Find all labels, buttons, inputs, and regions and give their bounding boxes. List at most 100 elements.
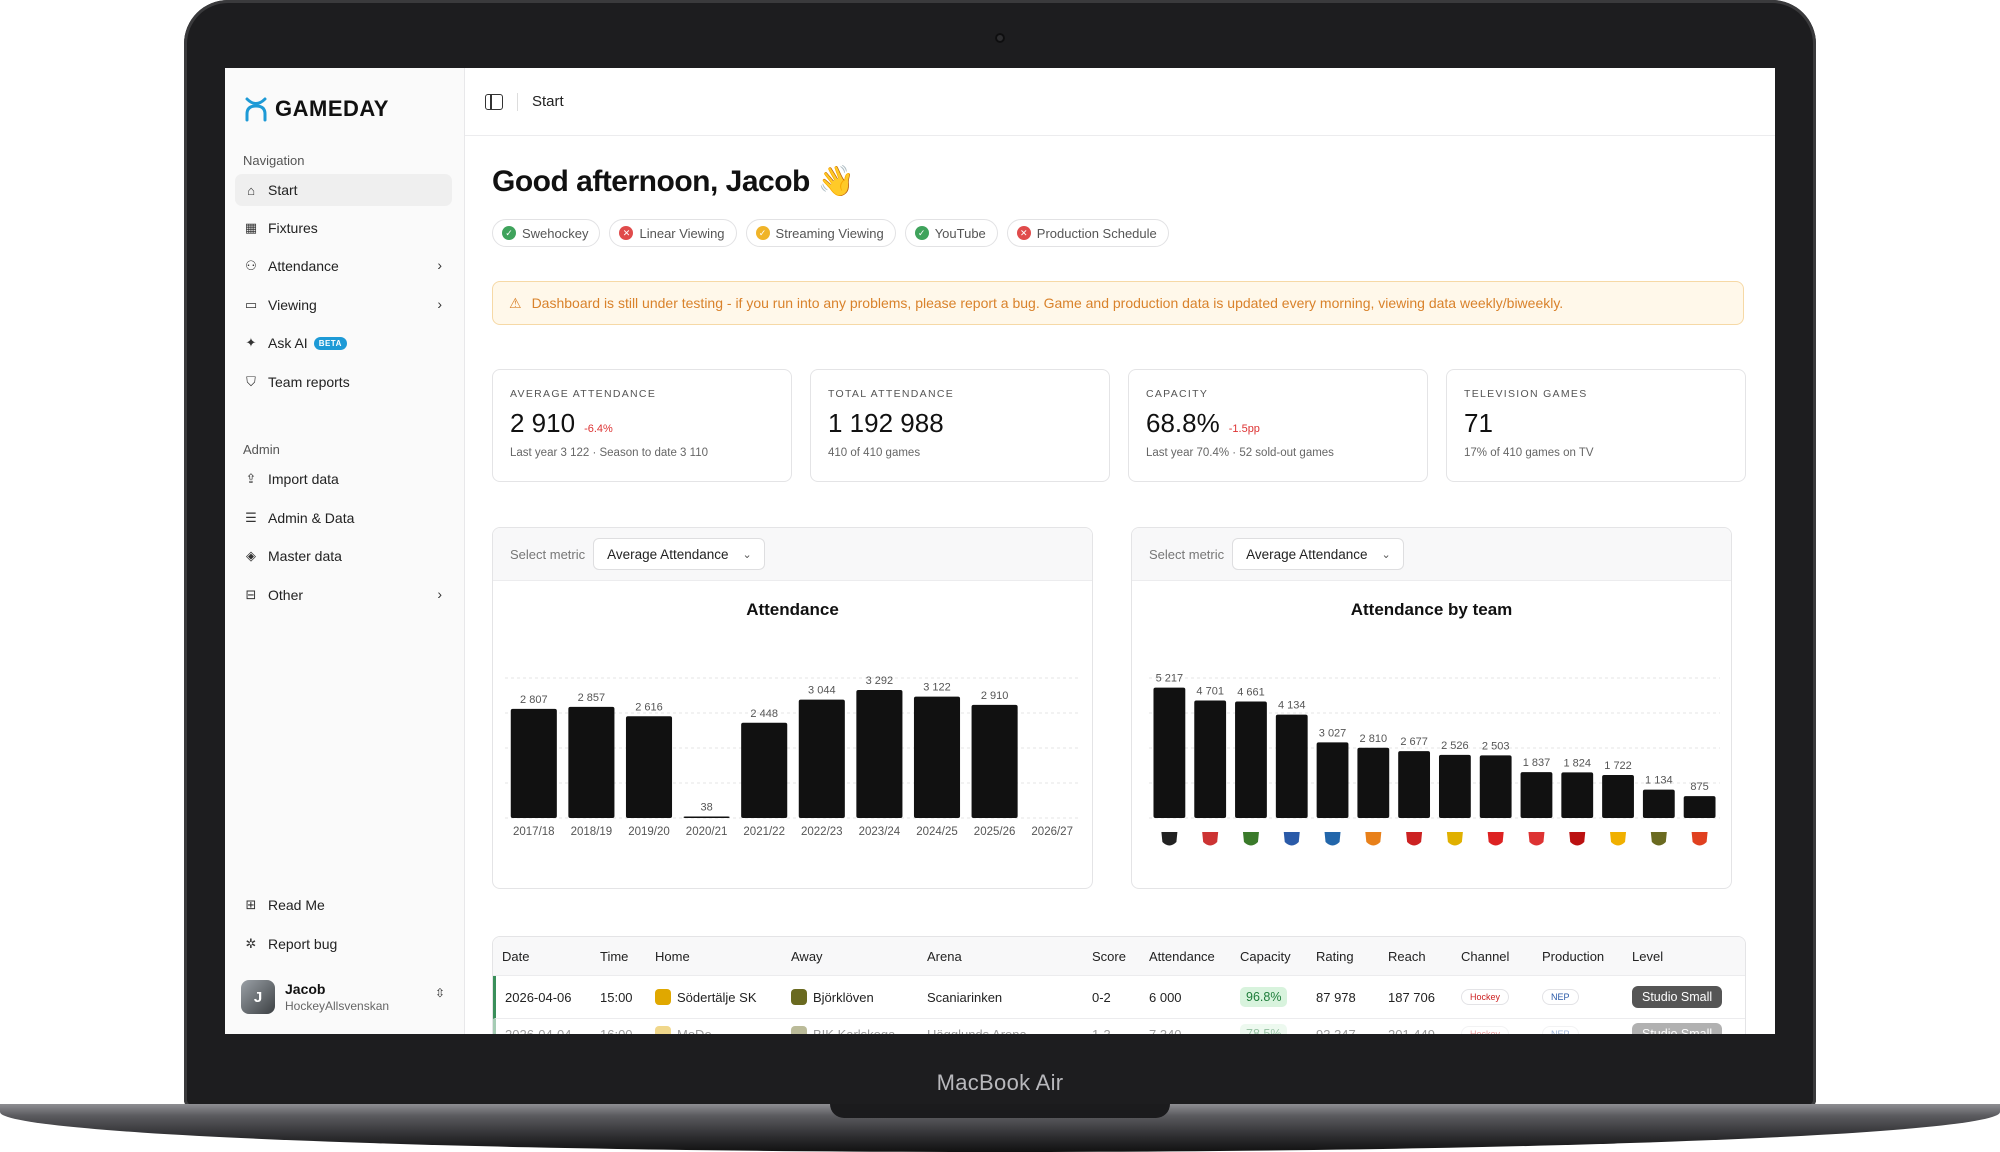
sidebar-item-label: Fixtures bbox=[268, 220, 318, 236]
column-header-production[interactable]: Production bbox=[1542, 948, 1605, 964]
column-header-capacity[interactable]: Capacity bbox=[1240, 948, 1291, 964]
column-header-arena[interactable]: Arena bbox=[927, 948, 962, 964]
sidebar-item-label: Other bbox=[268, 587, 304, 603]
sidebar-item-master-data[interactable]: ◈ Master data bbox=[235, 540, 452, 572]
chart-title: Attendance bbox=[746, 600, 839, 619]
team-crest-icon bbox=[791, 989, 807, 1005]
team-logo-icon bbox=[1202, 832, 1219, 846]
cell-level: Studio Small bbox=[1623, 986, 1738, 1008]
column-header-time[interactable]: Time bbox=[600, 948, 629, 964]
metric-select[interactable]: Average Attendance ⌄ bbox=[593, 538, 765, 570]
bar[interactable] bbox=[1683, 796, 1716, 818]
stat-value: 1 192 988 bbox=[828, 408, 1092, 439]
metric-select[interactable]: Average Attendance ⌄ bbox=[1232, 538, 1404, 570]
cell-score: 0-2 bbox=[1092, 989, 1111, 1005]
capacity-pill: 96.8% bbox=[1240, 987, 1288, 1007]
column-header-attendance[interactable]: Attendance bbox=[1149, 948, 1215, 964]
channel-logo: Hockey bbox=[1461, 1026, 1510, 1034]
bar[interactable] bbox=[683, 816, 730, 818]
source-label: YouTube bbox=[934, 225, 986, 241]
team-logo-icon bbox=[1650, 832, 1667, 846]
cell-reach: 201 449 bbox=[1388, 1026, 1435, 1035]
level-badge: Studio Small bbox=[1632, 986, 1723, 1008]
users-icon: ⚇ bbox=[245, 258, 257, 273]
column-header-channel[interactable]: Channel bbox=[1461, 948, 1510, 964]
source-chip-streaming-viewing[interactable]: ✓ Streaming Viewing bbox=[745, 219, 896, 247]
sidebar-item-import-data[interactable]: ⇪ Import data bbox=[235, 463, 452, 495]
source-label: Streaming Viewing bbox=[775, 225, 884, 241]
cell-rating: 93 347 bbox=[1316, 1026, 1356, 1035]
bar[interactable] bbox=[971, 704, 1018, 818]
bar[interactable] bbox=[1479, 755, 1512, 818]
breadcrumb[interactable]: Start bbox=[532, 93, 564, 110]
data-label: 2 677 bbox=[1400, 736, 1428, 748]
tick-label: 2018/19 bbox=[571, 826, 613, 838]
bar[interactable] bbox=[1235, 701, 1267, 818]
bar[interactable] bbox=[1561, 772, 1594, 818]
metric-select-value: Average Attendance bbox=[607, 546, 729, 562]
sidebar-item-viewing[interactable]: ▭ Viewing › bbox=[235, 289, 452, 321]
cell-rating: 87 978 bbox=[1316, 989, 1356, 1005]
bar[interactable] bbox=[913, 696, 961, 818]
bar[interactable] bbox=[1602, 774, 1634, 818]
gameday-logo-icon bbox=[245, 97, 267, 122]
source-chip-linear-viewing[interactable]: ✕ Linear Viewing bbox=[609, 219, 737, 247]
stat-label: Television Games bbox=[1464, 388, 1588, 400]
sidebar-toggle-icon[interactable] bbox=[485, 93, 503, 110]
column-header-rating[interactable]: Rating bbox=[1316, 948, 1354, 964]
sidebar-item-fixtures[interactable]: ▦ Fixtures bbox=[235, 212, 452, 244]
bar[interactable] bbox=[856, 689, 903, 818]
table-row[interactable]: 2026-04-06 15:00 Södertälje SK Björklöven Sc… bbox=[493, 976, 1745, 1019]
check-icon: ✓ bbox=[914, 226, 929, 240]
column-header-level[interactable]: Level bbox=[1632, 948, 1664, 964]
level-badge: Studio Small bbox=[1632, 1023, 1723, 1034]
bar[interactable] bbox=[798, 699, 845, 818]
bar[interactable] bbox=[1642, 789, 1675, 818]
stat-value: 2 910 -6.4% bbox=[510, 408, 774, 439]
app-logo[interactable]: GAMEDAY bbox=[243, 96, 389, 122]
sidebar-item-team-reports[interactable]: ⛉ Team reports bbox=[235, 366, 452, 398]
user-menu[interactable]: J Jacob HockeyAllsvenskan ⇳ bbox=[241, 980, 451, 1014]
sidebar-item-other[interactable]: ⊟ Other › bbox=[235, 579, 452, 611]
bar[interactable] bbox=[1316, 742, 1349, 818]
column-header-away[interactable]: Away bbox=[791, 948, 823, 964]
cell-away: Björklöven bbox=[782, 989, 918, 1005]
stat-number: 1 192 988 bbox=[828, 408, 944, 438]
bug-icon: ✲ bbox=[245, 936, 257, 951]
column-header-score[interactable]: Score bbox=[1092, 948, 1126, 964]
screen: GAMEDAY Navigation ⌂ Start ▦ Fixtures ⚇ … bbox=[225, 68, 1775, 1034]
bar[interactable] bbox=[510, 708, 557, 818]
source-chip-youtube[interactable]: ✓ YouTube bbox=[904, 219, 998, 247]
data-label: 1 824 bbox=[1563, 757, 1591, 769]
data-label: 3 292 bbox=[866, 675, 894, 687]
data-label: 2 807 bbox=[520, 694, 548, 706]
sidebar-item-admin-data[interactable]: ☰ Admin & Data bbox=[235, 502, 452, 534]
bar[interactable] bbox=[1398, 751, 1431, 818]
bar[interactable] bbox=[741, 722, 788, 818]
bar[interactable] bbox=[625, 716, 673, 818]
bar[interactable] bbox=[1275, 714, 1308, 818]
source-chip-production-schedule[interactable]: ✕ Production Schedule bbox=[1006, 219, 1169, 247]
sidebar-item-start[interactable]: ⌂ Start bbox=[235, 174, 452, 206]
bar[interactable] bbox=[568, 706, 615, 818]
source-chip-swehockey[interactable]: ✓ Swehockey bbox=[492, 219, 601, 247]
column-header-reach[interactable]: Reach bbox=[1388, 948, 1426, 964]
sidebar-item-report-bug[interactable]: ✲ Report bug bbox=[235, 928, 452, 960]
bar[interactable] bbox=[1357, 747, 1390, 818]
table-row[interactable]: 2026-04-04 16:00 MoDo BIK Karlskoga Hägglund… bbox=[493, 1019, 1745, 1034]
bar[interactable] bbox=[1153, 687, 1186, 818]
sidebar-item-ask-ai[interactable]: ✦ Ask AI BETA bbox=[235, 327, 452, 359]
bar[interactable] bbox=[1520, 772, 1553, 818]
sidebar-item-attendance[interactable]: ⚇ Attendance › bbox=[235, 250, 452, 282]
column-header-date[interactable]: Date bbox=[502, 948, 530, 964]
tick-label: 2021/22 bbox=[743, 826, 785, 838]
bar[interactable] bbox=[1194, 700, 1227, 818]
bar[interactable] bbox=[1438, 754, 1471, 818]
team-logo-icon bbox=[1569, 832, 1586, 846]
column-header-home[interactable]: Home bbox=[655, 948, 690, 964]
sidebar-item-label: Start bbox=[268, 182, 298, 198]
sidebar-item-read-me[interactable]: ⊞ Read Me bbox=[235, 889, 452, 921]
source-label: Production Schedule bbox=[1036, 225, 1157, 241]
testing-alert: ⚠ Dashboard is still under testing - if … bbox=[492, 281, 1744, 325]
metric-select-value: Average Attendance bbox=[1246, 546, 1368, 562]
